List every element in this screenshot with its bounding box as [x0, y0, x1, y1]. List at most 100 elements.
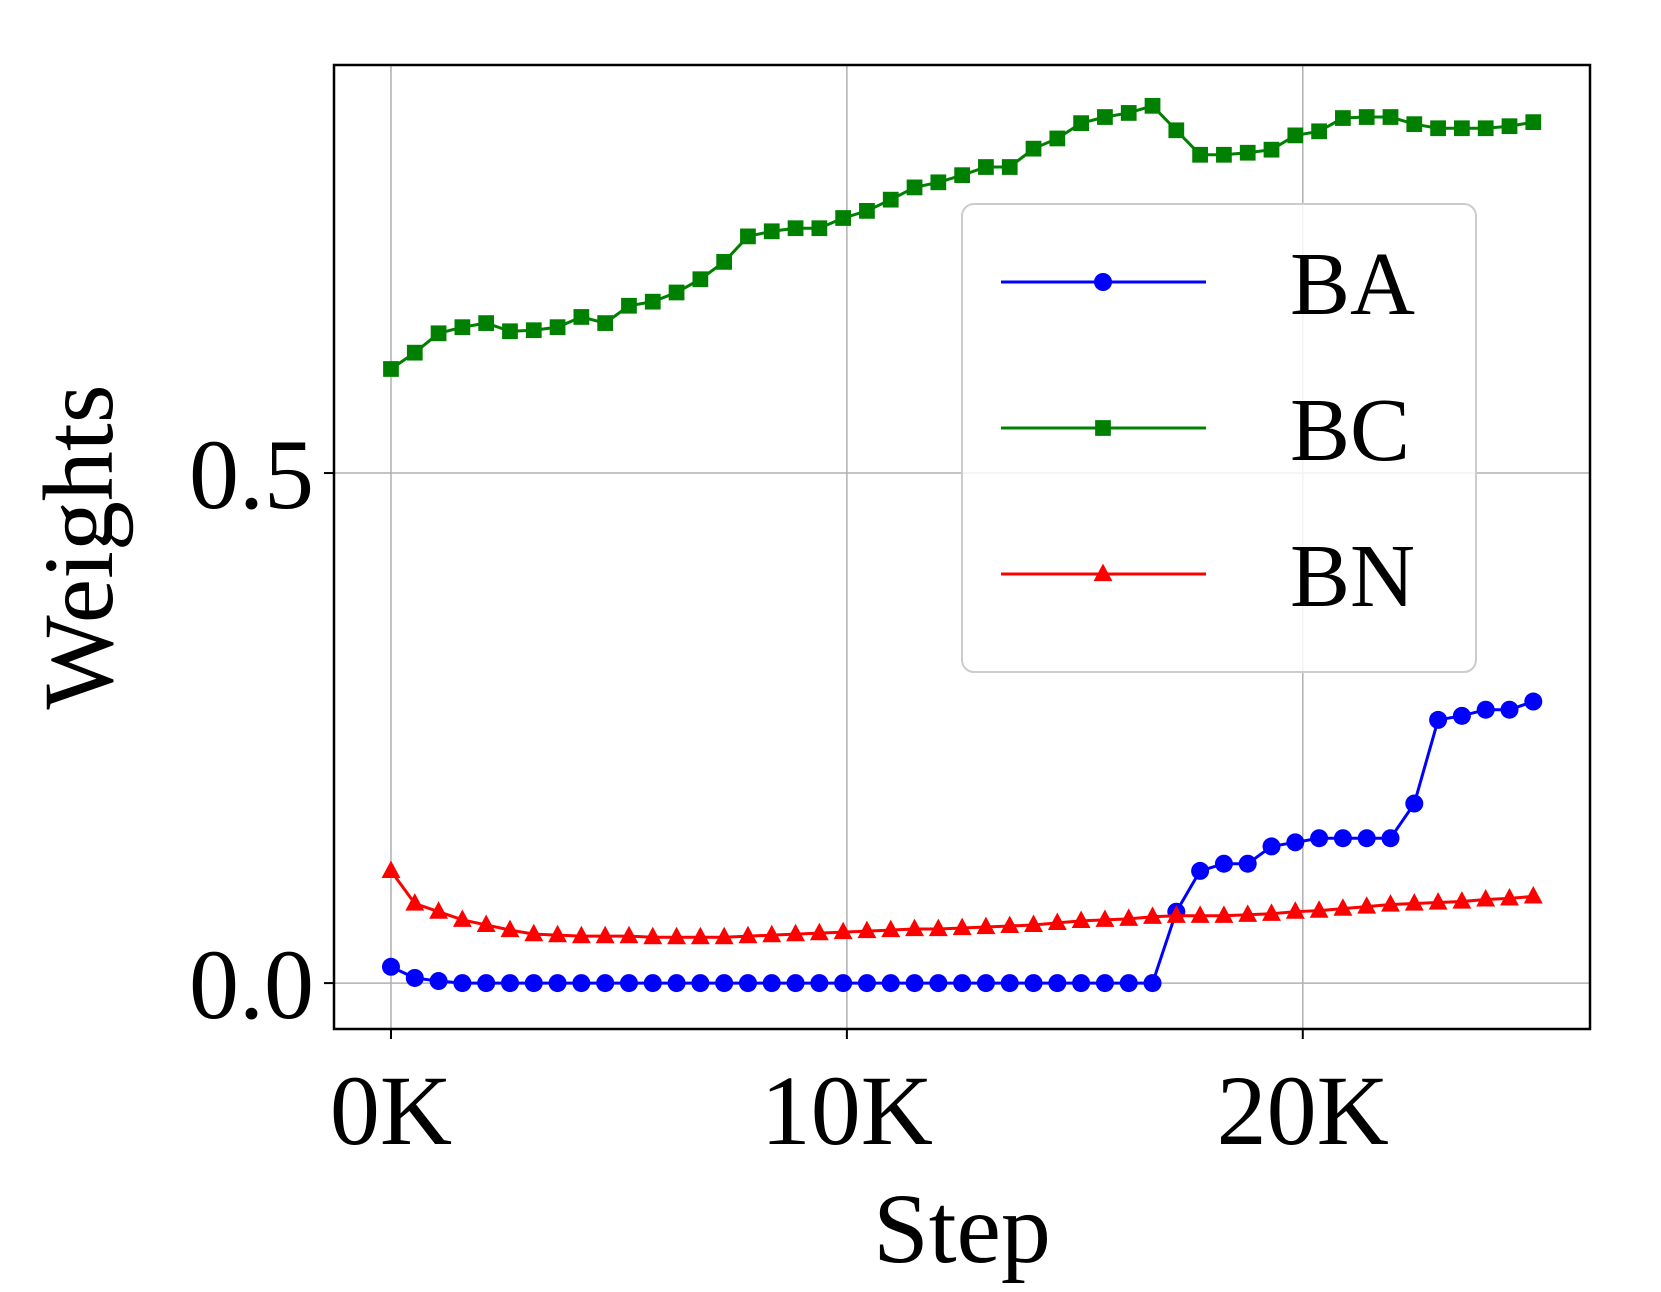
- series-bn-point: [667, 926, 687, 945]
- series-bc-point: [1525, 114, 1542, 131]
- series-bn-point: [1404, 893, 1424, 911]
- series-ba-point: [619, 974, 638, 993]
- series-ba-point: [691, 974, 710, 993]
- series-bn: [381, 860, 1543, 945]
- series-bn-point: [1381, 894, 1400, 912]
- series-ba-point: [1357, 829, 1376, 848]
- series-ba-point: [1429, 710, 1448, 729]
- series-bc-point: [930, 174, 947, 191]
- series-ba-point: [1524, 692, 1543, 711]
- series-ba-point: [715, 974, 734, 993]
- series-ba-point: [643, 974, 662, 993]
- series-bc-point: [1001, 159, 1018, 175]
- tick-labels: 0K 10K 20K 0.0 0.5: [189, 419, 1389, 1166]
- series-ba-point: [1238, 854, 1257, 873]
- series-bc-point: [787, 220, 804, 237]
- series-bc-point: [1477, 120, 1494, 137]
- series-ba-point: [1191, 861, 1210, 880]
- series-bn-point: [524, 923, 544, 942]
- series-ba-point: [548, 974, 567, 993]
- series-layer: [381, 97, 1543, 993]
- series-bc-point: [1335, 110, 1351, 126]
- series-bn-point: [1047, 912, 1067, 930]
- series-ba-point: [1500, 700, 1519, 719]
- legend-box: [961, 203, 1477, 673]
- series-ba-point: [1000, 974, 1019, 993]
- series-bn-point: [1333, 898, 1353, 916]
- series-bc-point: [1192, 146, 1208, 163]
- series-bc-point: [1311, 123, 1327, 140]
- series-bn-point: [881, 919, 901, 938]
- x-axis-title: Step: [873, 1173, 1051, 1284]
- series-bc-point: [906, 179, 923, 196]
- series-bn-point: [1071, 910, 1091, 928]
- series-ba-point: [500, 974, 519, 993]
- series-ba-point: [1048, 974, 1067, 993]
- series-bc-point: [1358, 109, 1375, 125]
- series-bc-point: [573, 309, 590, 325]
- series-bc-point: [835, 210, 852, 226]
- series-ba-point: [596, 974, 615, 993]
- legend-item-bc: BC: [1001, 381, 1410, 480]
- series-bn-point: [1190, 905, 1210, 923]
- series-ba-point: [1095, 974, 1114, 993]
- x-tick-label: 10K: [761, 1055, 933, 1166]
- series-bn-point: [1428, 892, 1448, 910]
- plot-frame: [332, 63, 1592, 1031]
- series-ba-point: [929, 974, 948, 993]
- series-ba-point: [810, 974, 829, 993]
- series-bn-point: [452, 909, 472, 927]
- series-bn-point: [1452, 891, 1472, 909]
- series-bn-point: [1166, 905, 1186, 923]
- series-ba-point: [572, 974, 591, 993]
- legend-label: BC: [1290, 381, 1410, 480]
- series-ba-point: [976, 974, 995, 993]
- series-bc-point: [644, 293, 661, 310]
- series-bn-point: [786, 923, 806, 942]
- series-ba-point: [857, 974, 876, 993]
- series-bn-point: [1523, 885, 1543, 904]
- y-axis-title: Weights: [23, 384, 134, 709]
- legend-swatch-marker: [1095, 420, 1111, 436]
- series-bc-point: [383, 361, 399, 377]
- y-tick-label: 0.5: [189, 419, 314, 530]
- series-ba-point: [905, 974, 924, 993]
- legend-swatch-marker: [1094, 273, 1112, 291]
- series-ba-point: [1286, 833, 1305, 852]
- series-bn-point: [714, 926, 734, 945]
- series-bn-point: [976, 916, 996, 935]
- series-bn-point: [476, 914, 496, 933]
- series-ba-point: [1262, 837, 1281, 856]
- series-bc-point: [668, 284, 685, 301]
- series-bn-point: [905, 918, 924, 937]
- series-ba-point: [1333, 829, 1352, 848]
- series-ba-point: [667, 974, 686, 993]
- series-bc-point: [1406, 116, 1423, 133]
- series-bc-point: [1073, 115, 1090, 132]
- series-bn-point: [1309, 900, 1329, 918]
- series-bc-point: [525, 322, 542, 339]
- series-bc-point: [978, 159, 994, 175]
- series-bn-point: [643, 926, 663, 945]
- series-ba-point: [1119, 974, 1138, 993]
- series-bn-point: [548, 924, 568, 943]
- series-ba-point: [881, 974, 900, 993]
- series-ba-point: [381, 957, 400, 976]
- series-bn-point: [1000, 915, 1020, 934]
- series-ba-point: [1405, 794, 1424, 813]
- series-bc-point: [549, 319, 566, 336]
- series-bc-point: [1454, 120, 1470, 137]
- series-bc-point: [621, 297, 637, 314]
- series-bn-point: [1262, 903, 1281, 921]
- series-ba: [381, 692, 1543, 993]
- series-ba-point: [429, 972, 448, 991]
- series-bc-point: [740, 228, 756, 245]
- series-ba-point: [953, 974, 972, 993]
- series-ba-point: [738, 974, 757, 993]
- legend-label: BA: [1290, 235, 1415, 334]
- series-bn-point: [500, 919, 520, 938]
- series-ba-point: [1310, 829, 1329, 848]
- series-bc-point: [811, 220, 828, 237]
- series-ba-point: [453, 974, 472, 993]
- series-bc-point: [1025, 140, 1042, 157]
